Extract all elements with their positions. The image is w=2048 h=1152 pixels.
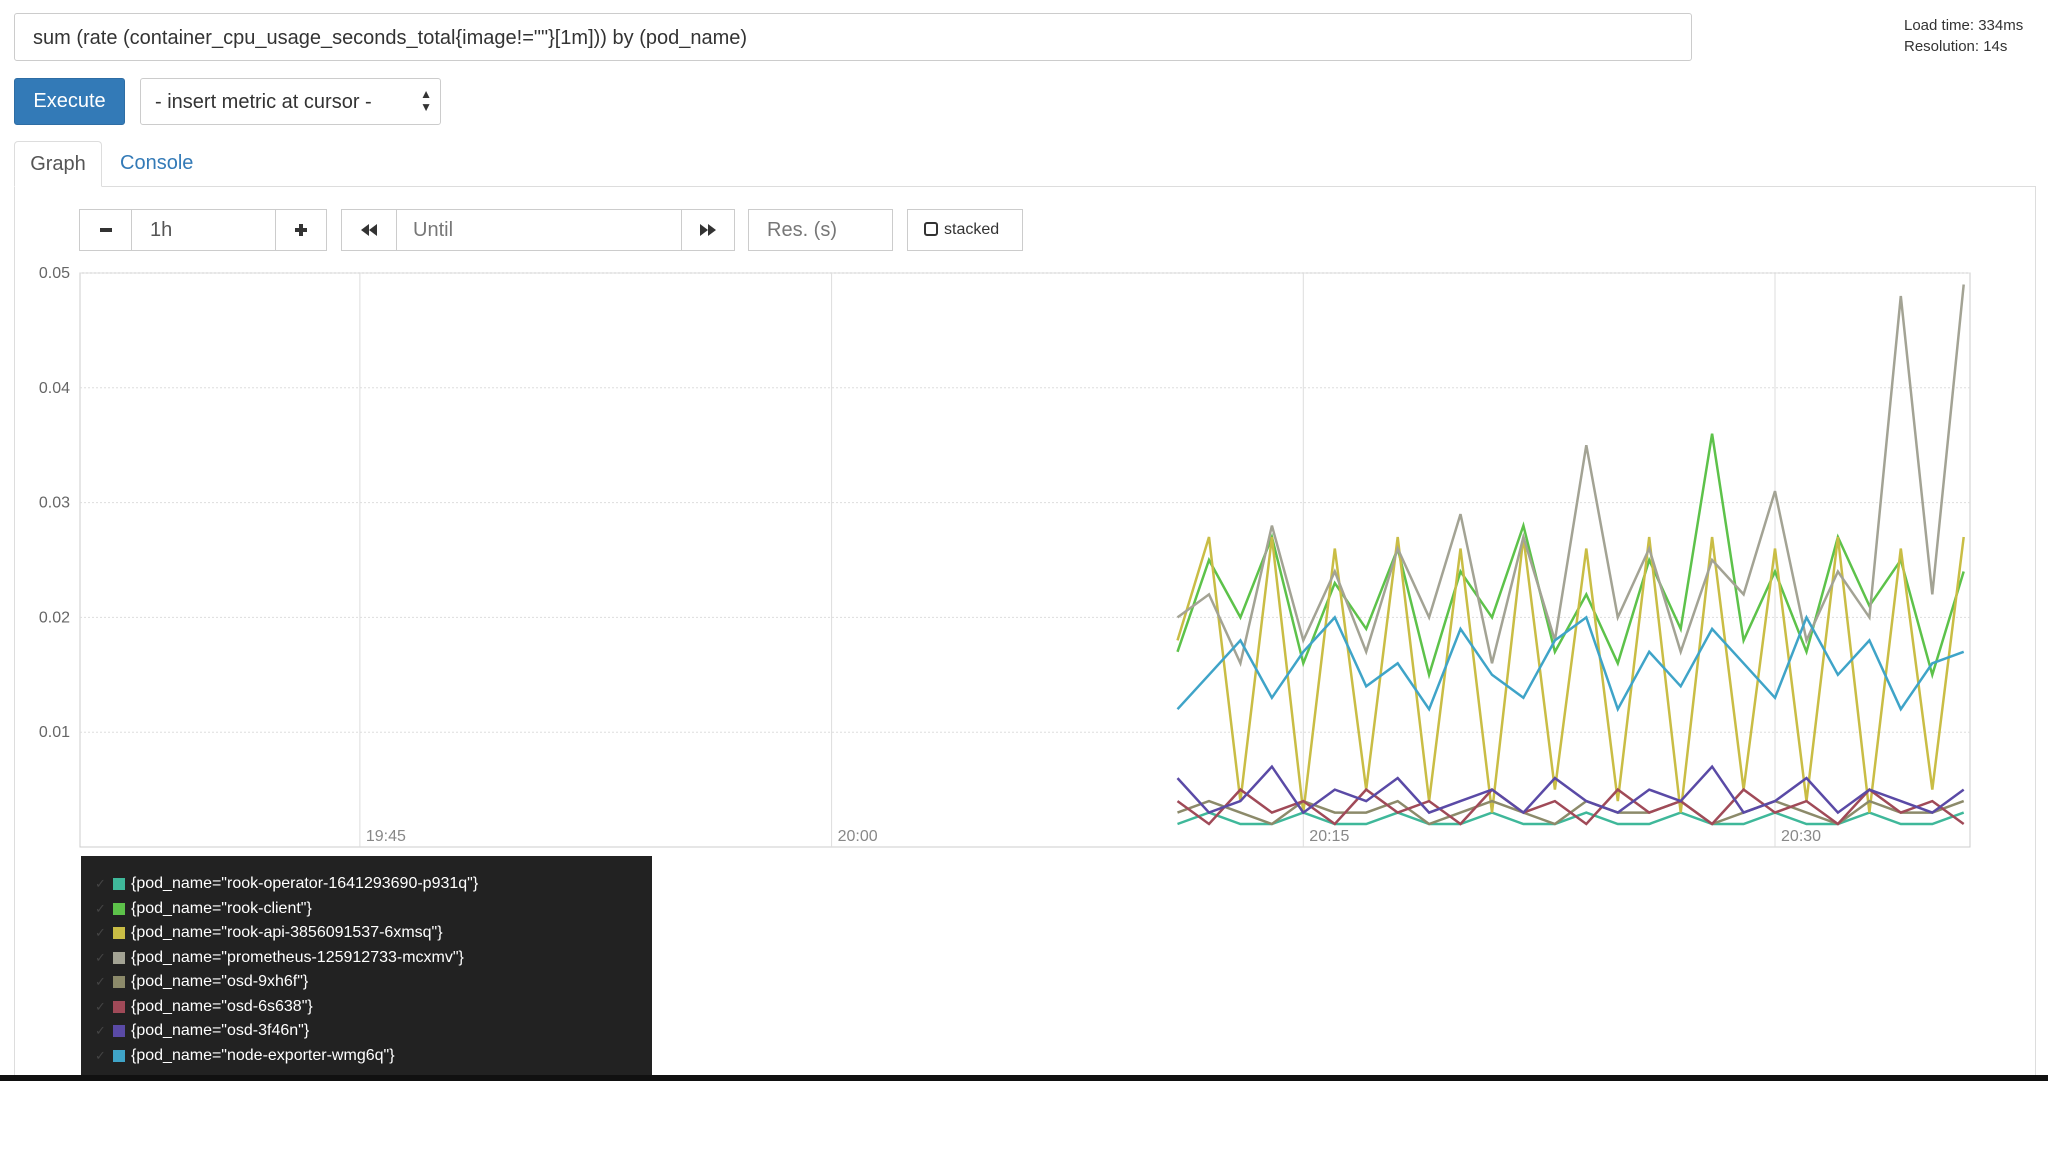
select-text: - insert metric at cursor - bbox=[155, 91, 372, 113]
plot-area bbox=[79, 272, 1971, 848]
legend-label: {pod_name="node-exporter-wmg6q"} bbox=[131, 1046, 395, 1064]
until-input[interactable]: Until bbox=[396, 209, 682, 251]
legend-check: ✓ bbox=[95, 900, 106, 916]
legend-check: ✓ bbox=[95, 974, 106, 990]
bottom-bar bbox=[0, 1075, 2048, 1081]
select-arrows: ▲ ▼ bbox=[420, 87, 432, 114]
metric-select[interactable]: - insert metric at cursor - ▲ ▼ bbox=[140, 78, 441, 125]
legend-check: ✓ bbox=[95, 1023, 106, 1039]
legend-label: {pod_name="rook-operator-1641293690-p931… bbox=[131, 875, 479, 893]
x-tick-label: 20:15 bbox=[1309, 828, 1349, 845]
legend-item[interactable]: ✓ {pod_name="osd-3f46n"} bbox=[95, 1019, 652, 1044]
legend-item[interactable]: ✓ {pod_name="osd-6s638"} bbox=[95, 995, 652, 1020]
minus-button[interactable] bbox=[79, 209, 132, 251]
y-tick-label: 0.05 bbox=[39, 265, 70, 282]
execute-button[interactable]: Execute bbox=[14, 78, 125, 125]
legend-item[interactable]: ✓ {pod_name="rook-client"} bbox=[95, 897, 652, 922]
legend-check: ✓ bbox=[95, 998, 106, 1014]
series-line bbox=[1176, 787, 1965, 826]
query-input[interactable]: sum (rate (container_cpu_usage_seconds_t… bbox=[14, 13, 1692, 61]
legend-swatch bbox=[113, 878, 125, 891]
legend-label: {pod_name="rook-api-3856091537-6xmsq"} bbox=[131, 924, 443, 942]
console-tab[interactable]: Console bbox=[120, 152, 194, 174]
back-icon bbox=[361, 224, 377, 236]
legend-item[interactable]: ✓ {pod_name="osd-9xh6f"} bbox=[95, 970, 652, 995]
legend-check: ✓ bbox=[95, 925, 106, 941]
legend-swatch bbox=[113, 976, 125, 989]
graph-tab[interactable]: Graph bbox=[14, 141, 102, 187]
checkbox bbox=[924, 222, 938, 236]
y-tick-label: 0.03 bbox=[39, 495, 70, 512]
plus-button[interactable] bbox=[275, 209, 327, 251]
y-tick-label: 0.04 bbox=[39, 380, 70, 397]
stacked-button[interactable]: stacked bbox=[907, 209, 1023, 251]
legend-label: {pod_name="prometheus-125912733-mcxmv"} bbox=[131, 948, 464, 966]
resolution: Resolution: 14s bbox=[1904, 38, 2008, 55]
x-tick-label: 20:00 bbox=[838, 828, 878, 845]
legend-label: {pod_name="osd-6s638"} bbox=[131, 997, 313, 1015]
back-button[interactable] bbox=[341, 209, 397, 251]
series-line bbox=[1176, 764, 1965, 815]
legend: ✓ {pod_name="rook-operator-1641293690-p93… bbox=[81, 856, 652, 1078]
forward-button[interactable] bbox=[681, 209, 735, 251]
series-line bbox=[1176, 433, 1965, 680]
x-tick-label: 20:30 bbox=[1781, 828, 1821, 845]
legend-swatch bbox=[113, 927, 125, 940]
legend-item[interactable]: ✓ {pod_name="rook-operator-1641293690-p93… bbox=[95, 872, 652, 897]
legend-swatch bbox=[113, 1000, 125, 1013]
y-tick-label: 0.02 bbox=[39, 609, 70, 626]
range-input[interactable]: 1h bbox=[131, 209, 276, 251]
legend-swatch bbox=[113, 1049, 125, 1062]
legend-label: {pod_name="osd-3f46n"} bbox=[131, 1022, 310, 1040]
legend-label: {pod_name="rook-client"} bbox=[131, 899, 312, 917]
stats: Load time: 334ms Resolution: 14s bbox=[1904, 15, 2023, 57]
legend-item[interactable]: ✓ {pod_name="node-exporter-wmg6q"} bbox=[95, 1044, 652, 1069]
legend-check: ✓ bbox=[95, 876, 106, 892]
legend-swatch bbox=[113, 902, 125, 915]
chart: 0.01 0.02 0.03 0.04 0.05 19:45 20:00 20:15 20:30 bbox=[39, 265, 1971, 848]
legend-label: {pod_name="osd-9xh6f"} bbox=[131, 973, 309, 991]
legend-item[interactable]: ✓ {pod_name="rook-api-3856091537-6xmsq"} bbox=[95, 921, 652, 946]
forward-icon bbox=[700, 224, 716, 236]
series-line bbox=[1176, 614, 1965, 713]
legend-check: ✓ bbox=[95, 1047, 106, 1063]
x-tick-label: 19:45 bbox=[366, 828, 406, 845]
plus-icon bbox=[295, 224, 307, 236]
load-time: Load time: 334ms bbox=[1904, 17, 2024, 34]
tab-line bbox=[14, 186, 2036, 187]
res-input[interactable]: Res. (s) bbox=[748, 209, 893, 251]
y-tick-label: 0.01 bbox=[39, 724, 70, 741]
minus-icon bbox=[100, 228, 112, 232]
legend-swatch bbox=[113, 951, 125, 964]
series-line bbox=[1176, 284, 1965, 668]
legend-item[interactable]: ✓ {pod_name="prometheus-125912733-mcxmv"} bbox=[95, 946, 652, 971]
legend-check: ✓ bbox=[95, 949, 106, 965]
legend-swatch bbox=[113, 1025, 125, 1038]
stacked-label: stacked bbox=[944, 221, 1000, 238]
series-line bbox=[1177, 811, 1965, 826]
